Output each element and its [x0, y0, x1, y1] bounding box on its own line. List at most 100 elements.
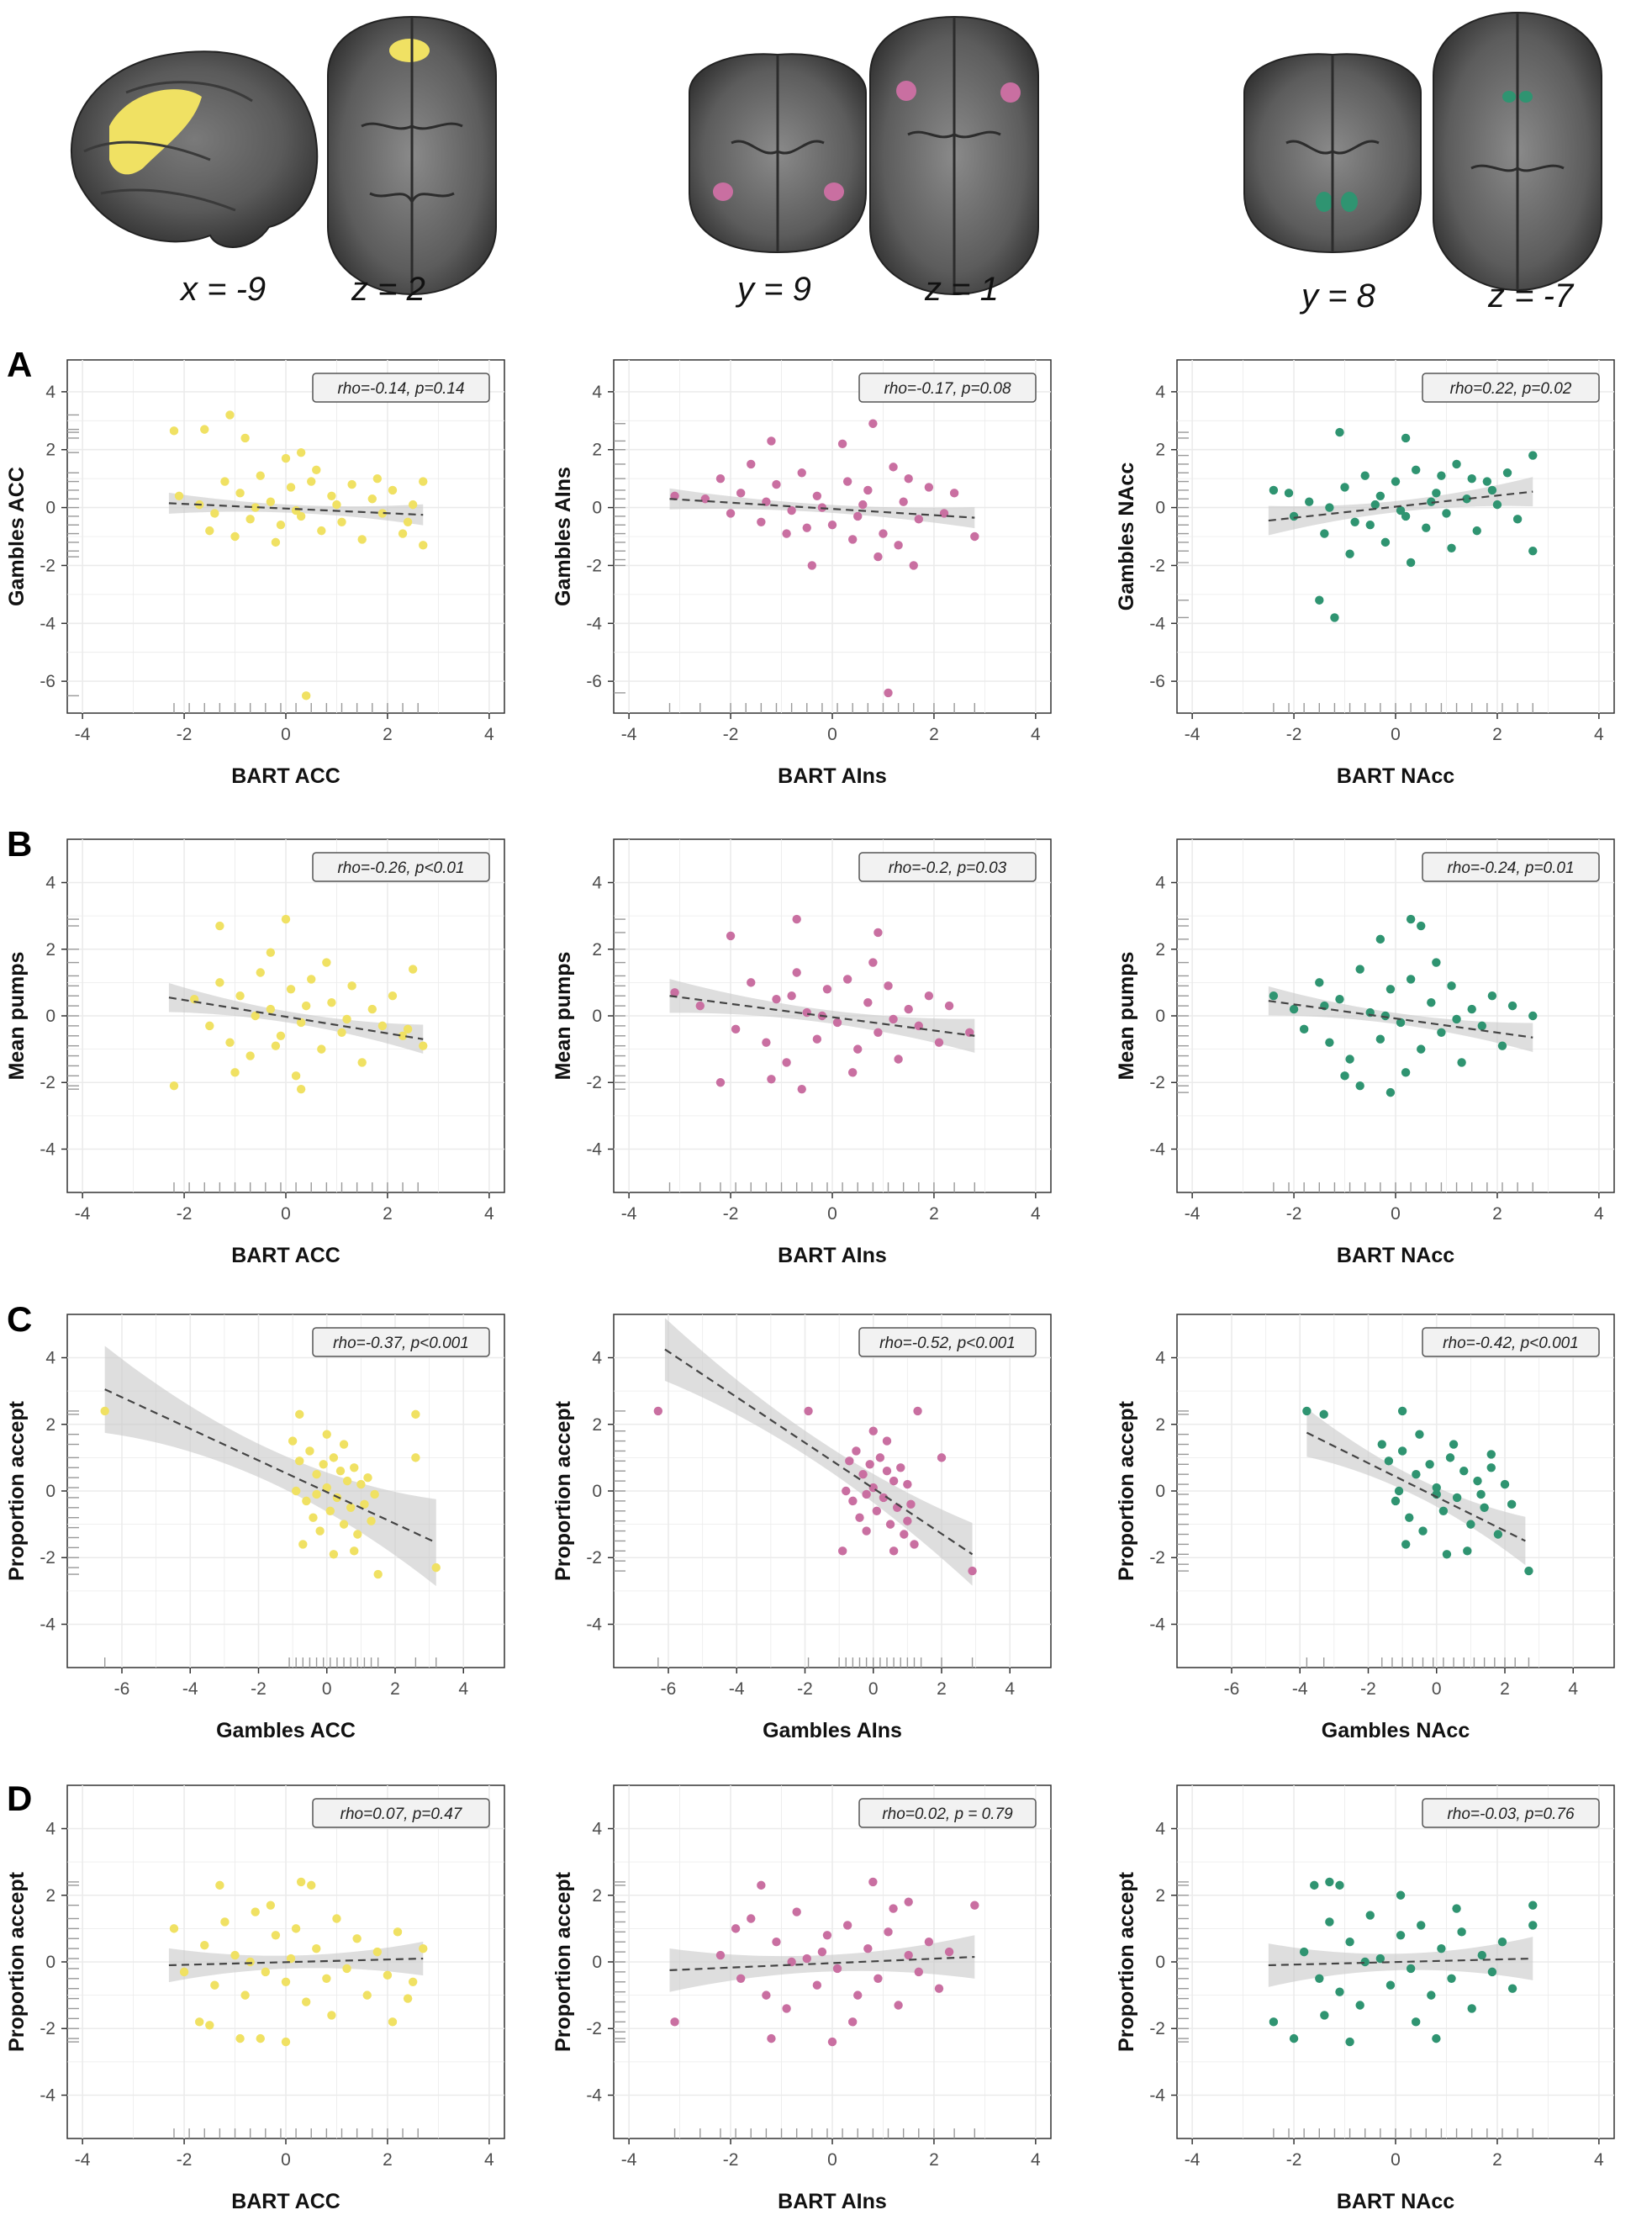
data-point: [792, 914, 801, 924]
tick-label-x: 0: [868, 1679, 879, 1699]
tick-label-y: -4: [586, 1615, 602, 1634]
data-point: [403, 1024, 413, 1034]
data-point: [1385, 1980, 1396, 1990]
tick-label-y: -6: [40, 672, 55, 691]
data-point: [1437, 1028, 1446, 1038]
data-point: [342, 1476, 352, 1486]
data-point: [812, 491, 822, 501]
data-point: [1512, 515, 1523, 524]
tick-label-x: -4: [1185, 2150, 1201, 2170]
tick-label-y: 2: [45, 1415, 55, 1435]
data-point: [1391, 1496, 1401, 1506]
data-points: [169, 914, 428, 1094]
x-axis-label: Gambles NAcc: [1322, 1719, 1470, 1742]
data-point: [1457, 1058, 1466, 1067]
tick-label-x: -4: [621, 725, 637, 744]
data-points: [1302, 1406, 1533, 1576]
scatter-panel-d-acc: -4 -2 0 2 4 -4 -2 0 2 4 BART ACC Proportion accept r…: [5, 1784, 505, 2213]
data-point: [726, 509, 736, 518]
data-point: [855, 1513, 864, 1522]
data-point: [1437, 1943, 1446, 1953]
data-points: [1269, 914, 1538, 1097]
data-point: [1418, 1526, 1428, 1536]
data-point: [894, 1055, 903, 1064]
data-point: [939, 509, 949, 518]
stat-annotation-box: [858, 1798, 1037, 1828]
data-point: [1375, 491, 1385, 501]
data-point: [1528, 1011, 1538, 1021]
data-point: [1375, 1034, 1385, 1044]
gridlines: [1177, 360, 1614, 713]
data-point: [1365, 521, 1375, 530]
tick-label-x: 2: [1500, 1679, 1510, 1699]
tick-label-x: 0: [1391, 2150, 1401, 2170]
data-point: [670, 2017, 679, 2027]
data-point: [862, 1526, 871, 1536]
data-point: [210, 1980, 219, 1990]
data-point: [291, 1486, 301, 1496]
data-points: [1269, 1877, 1538, 2047]
data-point: [301, 1001, 311, 1011]
tick-label-y: 2: [1155, 1886, 1165, 1906]
gridlines: [67, 1785, 504, 2138]
tick-label-x: 4: [1594, 1204, 1604, 1224]
stat-annotation: rho=-0.17, p=0.08: [884, 380, 1011, 398]
brain-sagittal-acc: [71, 50, 319, 248]
data-point: [924, 1938, 934, 1947]
tick-label-x: -6: [114, 1679, 130, 1699]
fit-line: [1306, 1431, 1526, 1542]
tick-label-x: 2: [937, 1679, 947, 1699]
tick-label-y: 4: [1155, 1820, 1165, 1839]
data-point: [914, 1967, 923, 1977]
data-point: [342, 1964, 351, 1974]
data-point: [1449, 1440, 1459, 1449]
tick-label-y: 0: [1155, 499, 1165, 518]
y-axis-label: Proportion accept: [5, 1871, 29, 2052]
data-point: [1299, 1024, 1309, 1034]
data-point: [767, 1075, 776, 1084]
tick-label-x: 2: [383, 725, 393, 744]
tick-label-y: 2: [45, 940, 55, 960]
brain-coronal-nacc: [1243, 53, 1422, 254]
data-point: [1380, 537, 1391, 547]
data-point: [863, 1943, 873, 1953]
data-point: [812, 1980, 822, 1990]
stat-annotation-box: [312, 1327, 490, 1357]
data-point: [1452, 459, 1461, 469]
data-point: [812, 1034, 822, 1044]
rug-marks: [1177, 431, 1533, 713]
data-point: [1315, 978, 1324, 987]
data-point: [1269, 991, 1279, 1001]
data-point: [347, 981, 356, 991]
coord-label: z = -7: [1488, 278, 1574, 315]
tick-label-y: 4: [1155, 1349, 1165, 1368]
data-point: [1447, 981, 1456, 991]
data-point: [868, 1426, 878, 1435]
data-point: [419, 1943, 428, 1953]
x-axis-label: BART NAcc: [1337, 764, 1454, 788]
fit-line: [1268, 1957, 1533, 1967]
data-point: [882, 1436, 892, 1446]
data-point: [853, 1044, 863, 1054]
data-point: [802, 1007, 811, 1018]
data-point: [1335, 427, 1344, 437]
tick-label-x: 4: [1568, 1679, 1578, 1699]
tick-label-x: 2: [390, 1679, 400, 1699]
y-axis-label: Mean pumps: [552, 952, 575, 1081]
data-point: [827, 2037, 837, 2047]
tick-label-y: -4: [40, 1139, 55, 1159]
tick-label-y: 0: [45, 499, 55, 518]
tick-label-y: -4: [586, 1139, 602, 1159]
data-point: [215, 921, 224, 931]
data-point: [271, 1041, 281, 1050]
data-point: [847, 2017, 858, 2027]
data-point: [1452, 1904, 1461, 1913]
data-point: [868, 1877, 878, 1887]
tick-label-y: 0: [592, 1482, 602, 1501]
brain-axial-ains: [869, 15, 1039, 296]
tick-label-x: -2: [1286, 1204, 1302, 1224]
data-point: [1437, 471, 1446, 480]
data-point: [1477, 1950, 1486, 1960]
data-point: [1305, 497, 1314, 506]
x-axis-label: BART AIns: [778, 1244, 887, 1267]
